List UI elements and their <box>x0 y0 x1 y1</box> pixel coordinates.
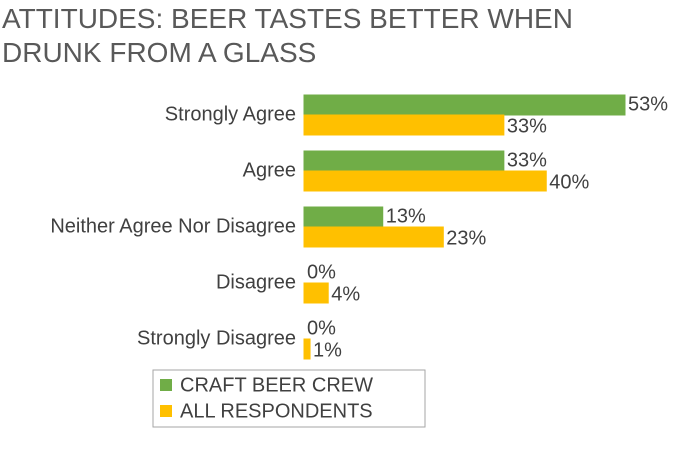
bar <box>303 150 505 172</box>
category-label: Agree <box>243 159 296 181</box>
bar <box>303 94 626 116</box>
data-label: 40% <box>549 171 589 193</box>
bar <box>303 170 547 192</box>
legend-label: ALL RESPONDENTS <box>180 400 373 422</box>
category-label: Strongly Agree <box>165 103 296 125</box>
bar <box>303 282 329 304</box>
bar <box>303 226 444 248</box>
legend-swatch <box>160 379 172 391</box>
bar <box>303 338 311 360</box>
data-label: 23% <box>446 227 486 249</box>
category-label: Strongly Disagree <box>137 327 296 349</box>
data-label: 0% <box>307 317 336 339</box>
data-label: 33% <box>507 115 547 137</box>
legend-swatch <box>160 405 172 417</box>
data-label: 13% <box>386 205 426 227</box>
bar <box>303 206 384 228</box>
category-label: Neither Agree Nor Disagree <box>50 215 296 237</box>
legend-box <box>152 369 426 428</box>
data-label: 53% <box>628 93 668 115</box>
data-label: 0% <box>307 261 336 283</box>
data-label: 33% <box>507 149 547 171</box>
data-label: 4% <box>331 283 360 305</box>
legend-label: CRAFT BEER CREW <box>180 374 373 396</box>
data-label: 1% <box>313 339 342 361</box>
chart-title: ATTITUDES: BEER TASTES BETTER WHEN DRUNK… <box>2 3 573 68</box>
category-label: Disagree <box>216 271 296 293</box>
bar <box>303 114 505 136</box>
